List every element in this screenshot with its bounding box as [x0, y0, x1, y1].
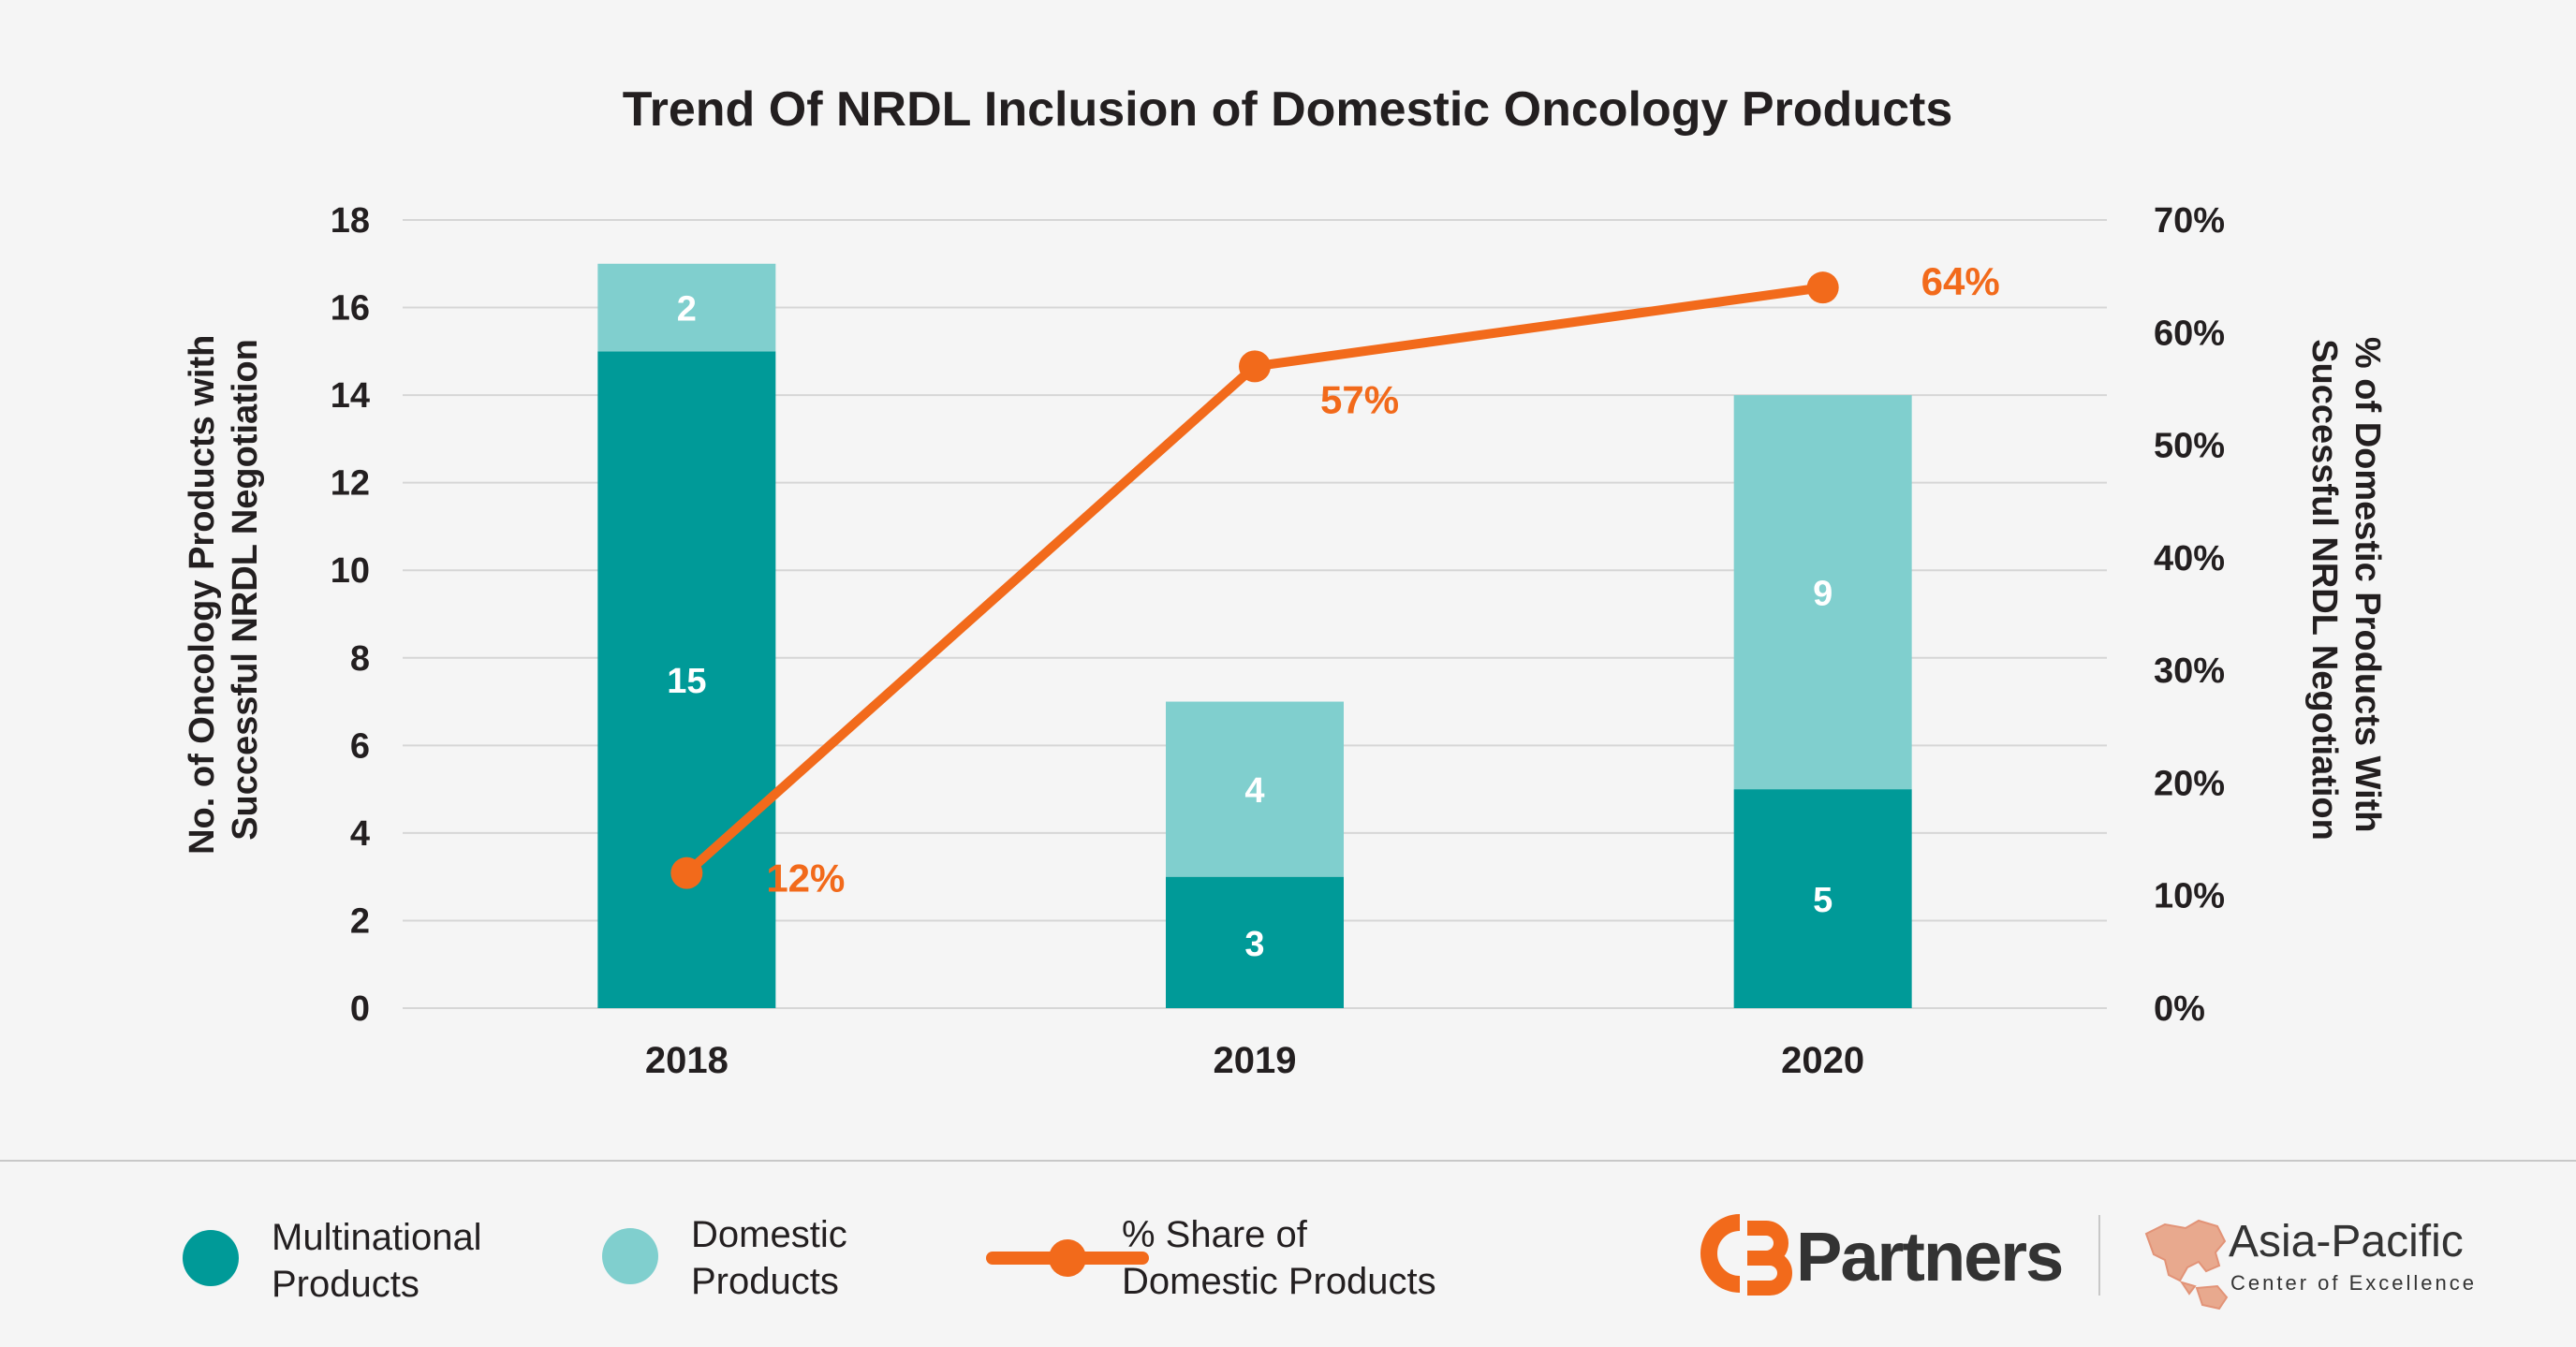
- share-value-label: 12%: [766, 857, 845, 900]
- bar-domestic-2020: [1733, 395, 1912, 790]
- y-tick-label: 8: [350, 639, 370, 679]
- cbpartners-logo: Partners: [1700, 1214, 2064, 1296]
- y-tick-label: 0: [350, 989, 370, 1029]
- legend-multinational-swatch: [183, 1230, 239, 1286]
- share-point-2018: [670, 857, 703, 889]
- legend-share-line-1: % Share of: [1122, 1214, 1308, 1255]
- legend-multinational-line-1: Multinational: [272, 1217, 482, 1258]
- y2-tick-label: 40%: [2154, 539, 2225, 578]
- bar-value-label: 5: [1813, 881, 1833, 920]
- logo-wordmark: Partners: [1796, 1218, 2062, 1296]
- share-point-2020: [1806, 271, 1839, 304]
- logo-b-mark: [1747, 1221, 1792, 1296]
- right-axis-ticks: 0% 10% 20% 30% 40% 50% 60% 70%: [2154, 201, 2225, 1029]
- legend-domestic-swatch: [602, 1228, 658, 1284]
- y2-axis-title-line-2: Successful NRDL Negotiation: [2304, 339, 2344, 841]
- legend-domestic-line-1: Domestic: [691, 1214, 847, 1255]
- bar-value-label: 2: [677, 290, 697, 329]
- legend-domestic-label: Domestic Products: [691, 1214, 858, 1302]
- bar-multinational-2020: [1733, 789, 1912, 1008]
- share-value-label: 57%: [1320, 377, 1399, 421]
- y2-tick-label: 50%: [2154, 427, 2225, 466]
- y2-tick-label: 0%: [2154, 989, 2205, 1029]
- legend-share-marker: [1049, 1239, 1086, 1277]
- y-tick-label: 18: [331, 201, 370, 241]
- y-axis-title-line-2: Successful NRDL Negotiation: [226, 339, 265, 841]
- y2-axis-title: % of Domestic Products With Successful N…: [2304, 337, 2387, 842]
- y2-tick-label: 30%: [2154, 652, 2225, 691]
- share-value-label: 64%: [1921, 259, 2000, 303]
- x-category-label: 2020: [1781, 1040, 1864, 1081]
- region-title: Asia-Pacific: [2229, 1217, 2464, 1266]
- bar-domestic-2019: [1166, 701, 1344, 877]
- y-tick-label: 2: [350, 901, 370, 941]
- y2-tick-label: 60%: [2154, 314, 2225, 353]
- bar-value-label: 3: [1244, 925, 1264, 964]
- legend-share-label: % Share of Domestic Products: [1122, 1214, 1436, 1302]
- y-tick-label: 4: [350, 814, 370, 854]
- asia-pacific-map-shape: [2144, 1219, 2229, 1310]
- asia-pacific-map-icon: [2144, 1219, 2229, 1310]
- x-category-label: 2018: [645, 1040, 729, 1081]
- legend-domestic-line-2: Products: [691, 1261, 839, 1302]
- y-tick-label: 10: [331, 551, 370, 591]
- bar-multinational-2018: [597, 351, 776, 1008]
- y-tick-label: 16: [331, 289, 370, 329]
- x-category-label: 2019: [1214, 1040, 1297, 1081]
- category-labels: 2018 2019 2020: [645, 1040, 1864, 1081]
- bars: 15 2 3 4 5 9: [597, 263, 1912, 1008]
- bar-value-label: 4: [1244, 771, 1264, 811]
- bar-value-label: 9: [1813, 575, 1833, 614]
- share-point-2019: [1239, 350, 1271, 383]
- bar-value-label: 15: [667, 662, 706, 701]
- y-tick-label: 14: [331, 376, 370, 416]
- y2-tick-label: 20%: [2154, 764, 2225, 803]
- y-tick-label: 12: [331, 464, 370, 504]
- y-tick-label: 6: [350, 726, 370, 766]
- legend: Multinational Products Domestic Products…: [183, 1214, 1436, 1305]
- legend-multinational-line-2: Products: [272, 1264, 420, 1305]
- share-line: 12% 57% 64%: [670, 259, 2000, 900]
- y2-axis-title-line-1: % of Domestic Products With: [2348, 337, 2387, 833]
- y2-tick-label: 70%: [2154, 201, 2225, 241]
- y-axis-title-line-1: No. of Oncology Products with: [183, 335, 222, 855]
- region-subtitle: Center of Excellence: [2230, 1271, 2477, 1295]
- logo-c-mark: [1700, 1214, 1741, 1293]
- legend-multinational-label: Multinational Products: [272, 1217, 493, 1305]
- left-axis-ticks: 0 2 4 6 8 10 12 14 16 18: [331, 201, 370, 1029]
- y-axis-title: No. of Oncology Products with Successful…: [183, 325, 265, 855]
- bar-domestic-2018: [597, 263, 776, 352]
- y2-tick-label: 10%: [2154, 877, 2225, 916]
- legend-share-line-2: Domestic Products: [1122, 1261, 1436, 1302]
- bar-multinational-2019: [1166, 876, 1344, 1008]
- chart-title: Trend Of NRDL Inclusion of Domestic Onco…: [623, 82, 1953, 137]
